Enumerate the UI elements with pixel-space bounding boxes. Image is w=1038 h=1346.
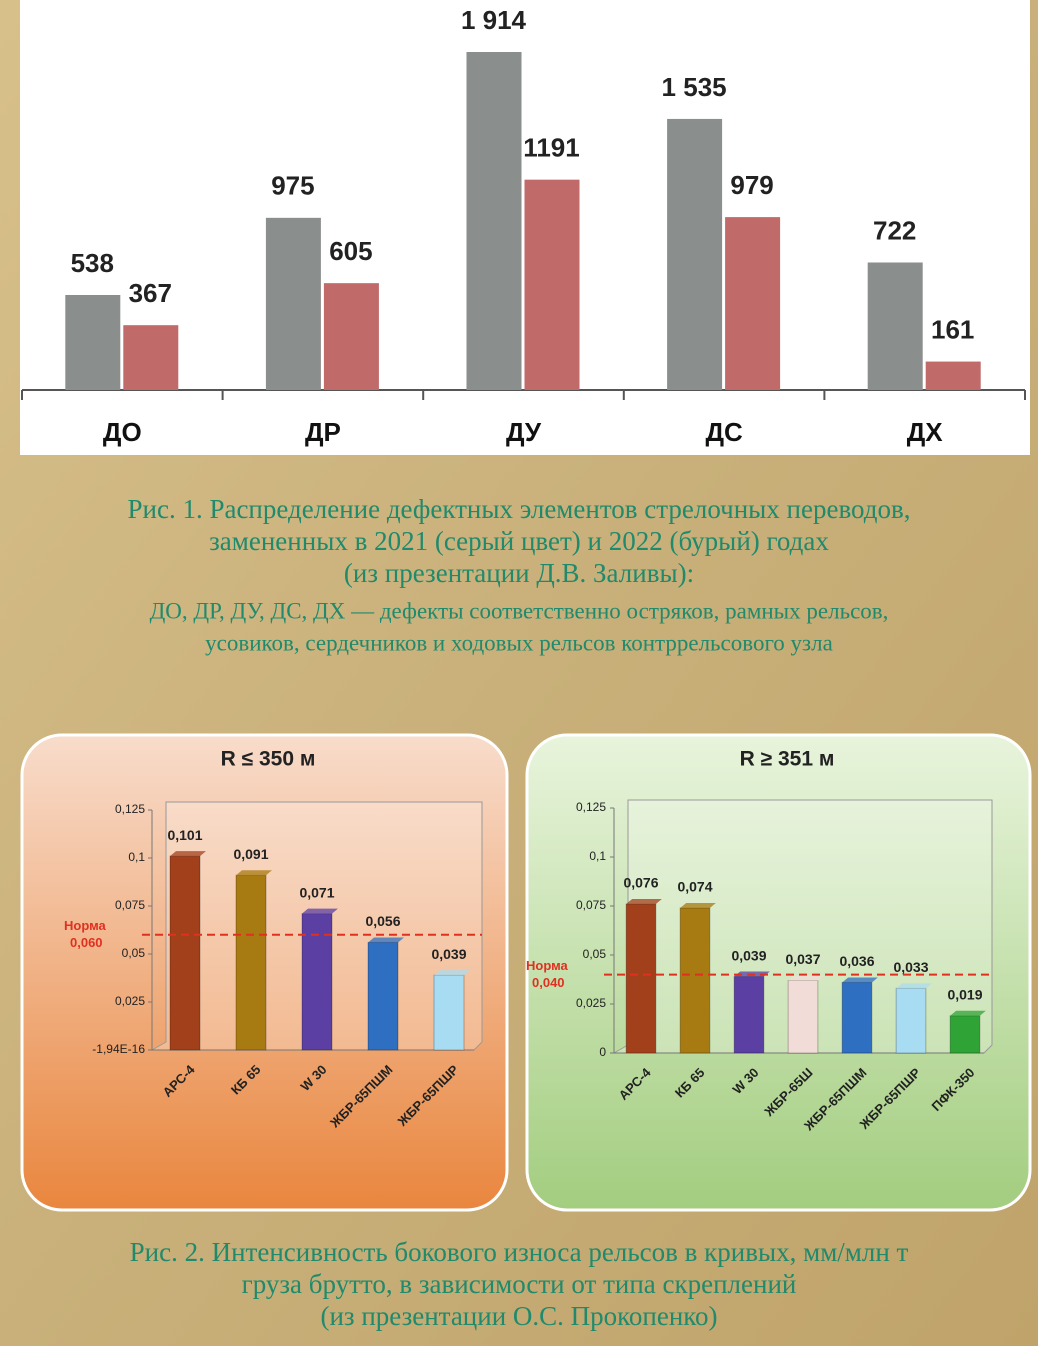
value-label: 975 (271, 171, 314, 201)
value-label: 0,076 (623, 875, 658, 891)
value-label: 605 (329, 236, 372, 266)
x-tick-label: ДС (705, 417, 743, 447)
y-tick-label: 0,125 (115, 802, 145, 816)
y-tick-label: 0,05 (583, 947, 607, 961)
bar (841, 981, 873, 1054)
caption-note: ДО, ДР, ДУ, ДС, ДХ — дефекты соответстве… (150, 598, 889, 623)
y-tick-label: 0,075 (115, 898, 145, 912)
value-label: 1 535 (662, 72, 727, 102)
value-label: 0,019 (947, 986, 982, 1002)
threshold-label: Норма (64, 918, 107, 933)
bar (867, 262, 923, 390)
x-tick-label: ДХ (907, 417, 944, 447)
x-tick-label: ДР (305, 417, 341, 447)
x-tick-label: ДУ (506, 417, 542, 447)
bar (524, 179, 580, 390)
y-tick-label: 0,075 (576, 898, 606, 912)
bar (301, 913, 333, 1051)
bar-top (302, 908, 338, 914)
caption-line: груза брутто, в зависимости от типа скре… (242, 1269, 797, 1299)
bar (323, 283, 379, 390)
value-label: 722 (873, 215, 916, 245)
value-label: 161 (931, 314, 974, 344)
threshold-value: 0,040 (532, 975, 565, 990)
y-tick-label: 0,05 (122, 946, 146, 960)
bar (667, 118, 723, 390)
value-label: 367 (129, 278, 172, 308)
bar (733, 976, 765, 1054)
value-label: 0,074 (677, 879, 712, 895)
bar (725, 217, 781, 390)
value-label: 0,037 (785, 951, 820, 967)
value-label: 0,033 (893, 959, 928, 975)
bar-top (626, 899, 662, 905)
value-label: 0,071 (299, 884, 334, 900)
bar-top (434, 970, 470, 976)
bar (433, 974, 465, 1051)
chart-panel (525, 733, 1032, 1212)
caption-line: (из презентации Д.В. Заливы): (344, 558, 694, 588)
caption-line: Рис. 2. Интенсивность бокового износа ре… (130, 1237, 909, 1267)
bar (895, 987, 927, 1054)
x-tick-label: ДО (103, 417, 142, 447)
bar-top (896, 983, 932, 989)
value-label: 0,036 (839, 953, 874, 969)
value-label: 979 (730, 170, 773, 200)
y-tick-label: 0,1 (589, 849, 606, 863)
bar-top (368, 937, 404, 943)
bar (949, 1015, 981, 1054)
value-label: 0,039 (431, 946, 466, 962)
bar (169, 855, 201, 1051)
value-label: 1191 (523, 133, 579, 163)
y-tick-label: 0 (599, 1045, 606, 1059)
bar (925, 361, 981, 390)
y-tick-label: 0,025 (115, 994, 145, 1008)
bar (265, 217, 321, 390)
value-label: 1 914 (461, 5, 527, 35)
value-label: 0,101 (167, 827, 202, 843)
bar (625, 903, 657, 1054)
bar-top (788, 975, 824, 981)
value-label: 0,039 (731, 947, 766, 963)
caption-line: Рис. 1. Распределение дефектных элементо… (128, 494, 911, 524)
bar-top (170, 851, 206, 857)
y-tick-label: 0,125 (576, 800, 606, 814)
bar (65, 294, 121, 390)
y-tick-label: 0,1 (128, 850, 145, 864)
value-label: 0,056 (365, 913, 400, 929)
bar (466, 52, 522, 390)
caption-line: замененных в 2021 (серый цвет) и 2022 (б… (209, 526, 829, 556)
chart-title: R ≤ 350 м (221, 748, 316, 771)
bar (123, 325, 179, 390)
bar-top (680, 902, 716, 908)
value-label: 0,091 (233, 846, 268, 862)
bar-top (950, 1010, 986, 1016)
bar (235, 874, 267, 1051)
bar-top (236, 870, 272, 876)
caption-line: (из презентации О.С. Прокопенко) (320, 1301, 717, 1331)
bar-top (842, 977, 878, 983)
bar (367, 941, 399, 1051)
threshold-value: 0,060 (70, 935, 103, 950)
value-label: 538 (71, 248, 114, 278)
chart-title: R ≥ 351 м (740, 748, 835, 771)
y-tick-label: -1,94E-16 (92, 1042, 145, 1056)
threshold-label: Норма (526, 958, 569, 973)
bar (787, 979, 819, 1054)
bar (679, 907, 711, 1054)
caption-note: усовиков, сердечников и ходовых рельсов … (205, 630, 833, 655)
y-tick-label: 0,025 (576, 996, 606, 1010)
